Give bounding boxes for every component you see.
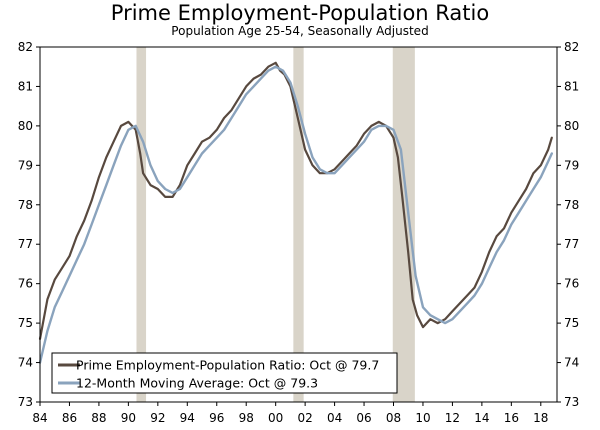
y-tick-label-left: 79 xyxy=(18,158,33,172)
series-lines xyxy=(38,61,553,364)
recession-band xyxy=(392,47,415,402)
y-tick-label-right: 74 xyxy=(564,356,579,370)
legend-box xyxy=(51,352,398,394)
chart-subtitle: Population Age 25-54, Seasonally Adjuste… xyxy=(171,24,429,38)
y-tick-label-left: 81 xyxy=(18,79,33,93)
recession-band xyxy=(136,47,147,402)
y-tick-label-right: 81 xyxy=(564,79,579,93)
recession-bands xyxy=(136,47,415,402)
x-tick-label: 16 xyxy=(504,411,519,425)
y-tick-label-left: 82 xyxy=(18,40,33,54)
x-tick-label: 18 xyxy=(533,411,548,425)
x-tick-label: 94 xyxy=(180,411,195,425)
x-tick-label: 00 xyxy=(268,411,283,425)
plot-area-frame xyxy=(39,46,558,403)
y-tick-label-right: 75 xyxy=(564,316,579,330)
x-tick-label: 14 xyxy=(474,411,489,425)
y-tick-label-right: 77 xyxy=(564,237,579,251)
y-tick-label-left: 78 xyxy=(18,198,33,212)
recession-band xyxy=(293,47,304,402)
y-tick-label-left: 76 xyxy=(18,277,33,291)
axes: 73 73 74 74 75 75 76 76 77 77 78 78 79 79 80 80 81 81 82 82… xyxy=(18,40,580,425)
x-tick-label: 12 xyxy=(445,411,460,425)
x-tick-label: 86 xyxy=(62,411,77,425)
y-tick-label-left: 80 xyxy=(18,119,33,133)
x-tick-label: 04 xyxy=(327,411,342,425)
y-tick-label-left: 75 xyxy=(18,316,33,330)
y-tick-label-right: 73 xyxy=(564,395,579,409)
x-tick-label: 06 xyxy=(356,411,371,425)
y-tick-label-right: 80 xyxy=(564,119,579,133)
legend-label-moving-average: 12-Month Moving Average: Oct @ 79.3 xyxy=(76,376,318,391)
x-tick-label: 92 xyxy=(150,411,165,425)
series-line-observed xyxy=(38,61,553,340)
x-tick-label: 96 xyxy=(209,411,224,425)
x-tick-label: 98 xyxy=(239,411,254,425)
series-line-moving-average xyxy=(38,65,553,364)
x-tick-label: 88 xyxy=(91,411,106,425)
legend: Prime Employment-Population Ratio: Oct @… xyxy=(51,352,398,394)
y-tick-label-left: 74 xyxy=(18,356,33,370)
x-tick-label: 02 xyxy=(297,411,312,425)
x-tick-label: 84 xyxy=(32,411,47,425)
y-tick-label-right: 76 xyxy=(564,277,579,291)
chart-title: Prime Employment-Population Ratio xyxy=(110,1,490,25)
y-tick-label-left: 73 xyxy=(18,395,33,409)
legend-label-observed: Prime Employment-Population Ratio: Oct @… xyxy=(76,358,379,373)
y-tick-label-right: 82 xyxy=(564,40,579,54)
y-tick-label-right: 78 xyxy=(564,198,579,212)
y-tick-label-right: 79 xyxy=(564,158,579,172)
x-tick-label: 10 xyxy=(415,411,430,425)
x-tick-label: 90 xyxy=(121,411,136,425)
x-tick-label: 08 xyxy=(386,411,401,425)
y-tick-label-left: 77 xyxy=(18,237,33,251)
